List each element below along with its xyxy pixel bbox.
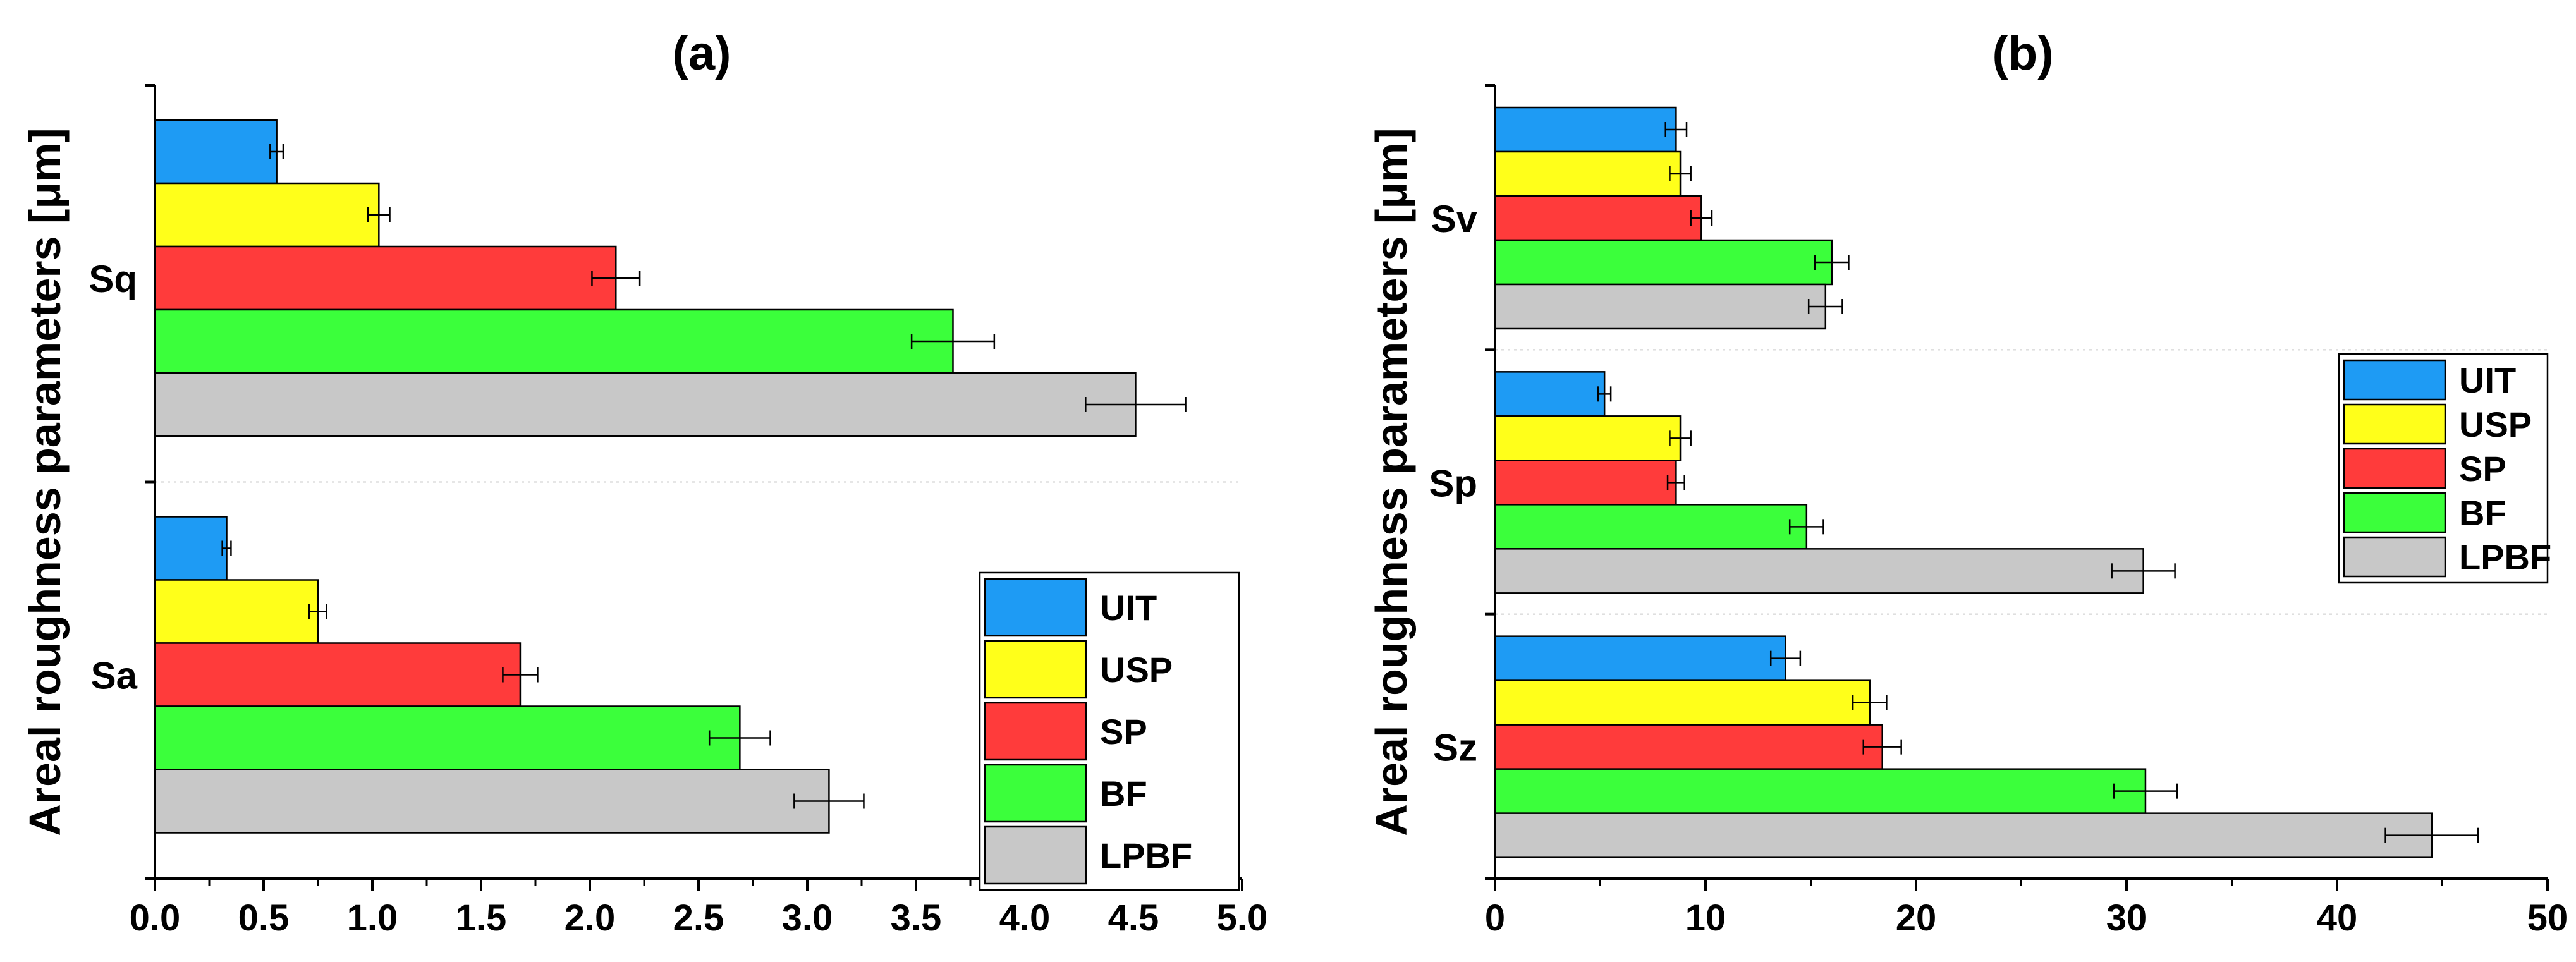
x-tick-label-a: 1.5 [456,898,507,939]
x-tick-label-a: 2.0 [565,898,616,939]
category-label-sq: Sq [89,258,137,300]
y-axis-label-a: Areal roughness parameters [μm] [20,128,70,836]
x-tick-label-a: 5.0 [1217,898,1268,939]
legend-label-sp: SP [1100,712,1147,752]
category-label-sv: Sv [1431,198,1478,240]
legend-label-uit: UIT [2459,360,2516,400]
bar-usp-sq [154,182,380,248]
bar-usp-sp [1494,415,1682,461]
bar-uit-sv [1494,106,1677,153]
bar-sp-sz [1494,724,1883,770]
x-tick-label-b: 30 [2106,898,2147,939]
x-tick-label-b: 50 [2527,898,2568,939]
category-label-sa: Sa [91,655,138,697]
bar-uit-sa [154,516,228,581]
x-tick-label-a: 0.5 [238,898,290,939]
x-tick-label-a: 0.0 [130,898,181,939]
x-tick-label-b: 0 [1485,898,1505,939]
legend-label-sp: SP [2459,449,2506,489]
bar-sp-sv [1494,195,1702,241]
x-tick-label-a: 3.5 [891,898,942,939]
legend-swatch-lpbf [2343,536,2446,578]
bar-usp-sa [154,579,319,644]
x-tick-label-a: 1.0 [347,898,398,939]
legend-label-usp: USP [1100,650,1173,690]
x-tick-label-a: 4.0 [999,898,1051,939]
chart-title-b: (b) [1992,27,2053,80]
category-label-sp: Sp [1429,462,1477,504]
bar-sp-sp [1494,460,1677,506]
x-tick-label-b: 10 [1685,898,1726,939]
bar-lpbf-sz [1494,812,2433,858]
bar-bf-sz [1494,768,2147,814]
legend-label-bf: BF [2459,493,2506,533]
legend-swatch-sp [2343,448,2446,489]
chart-title-a: (a) [673,27,731,80]
legend-swatch-sp [984,702,1087,761]
x-tick-label-a: 4.5 [1108,898,1159,939]
bar-bf-sq [154,308,954,374]
bar-uit-sz [1494,635,1786,681]
chart-panel-b: (b) Areal roughness parameters [μm] Sv Sp Sz… [1367,27,2568,939]
x-tick-label-a: 2.5 [673,898,724,939]
bar-bf-sv [1494,239,1833,286]
bar-uit-sq [154,119,278,185]
legend-label-lpbf: LPBF [2459,537,2551,577]
legend-label-bf: BF [1100,774,1147,813]
bar-sp-sq [154,245,617,311]
bar-lpbf-sa [154,769,830,834]
legend-swatch-bf [2343,492,2446,533]
legend-label-uit: UIT [1100,588,1157,628]
x-tick-label-a: 3.0 [782,898,833,939]
bar-lpbf-sv [1494,283,1827,330]
legend-label-lpbf: LPBF [1100,836,1192,875]
bar-usp-sv [1494,150,1682,197]
y-axis-label-b: Areal roughness parameters [μm] [1367,128,1416,836]
bar-usp-sz [1494,679,1871,726]
x-tick-label-b: 20 [1896,898,1937,939]
bar-lpbf-sq [154,372,1137,437]
bar-sp-sa [154,642,522,707]
legend-swatch-bf [984,764,1087,823]
x-tick-label-b: 40 [2317,898,2358,939]
bar-lpbf-sp [1494,548,2144,594]
bar-bf-sa [154,705,741,770]
legend-swatch-usp [2343,403,2446,445]
chart-panel-a: (a) Areal roughness parameters [μm] Sq Sa 0.… [20,27,1267,939]
legend-label-usp: USP [2459,405,2532,444]
legend-swatch-usp [984,640,1087,699]
legend-swatch-uit [2343,359,2446,401]
bar-bf-sp [1494,504,1808,550]
category-label-sz: Sz [1433,727,1477,769]
bar-uit-sp [1494,371,1606,417]
legend-swatch-lpbf [984,825,1087,885]
legend-swatch-uit [984,578,1087,637]
